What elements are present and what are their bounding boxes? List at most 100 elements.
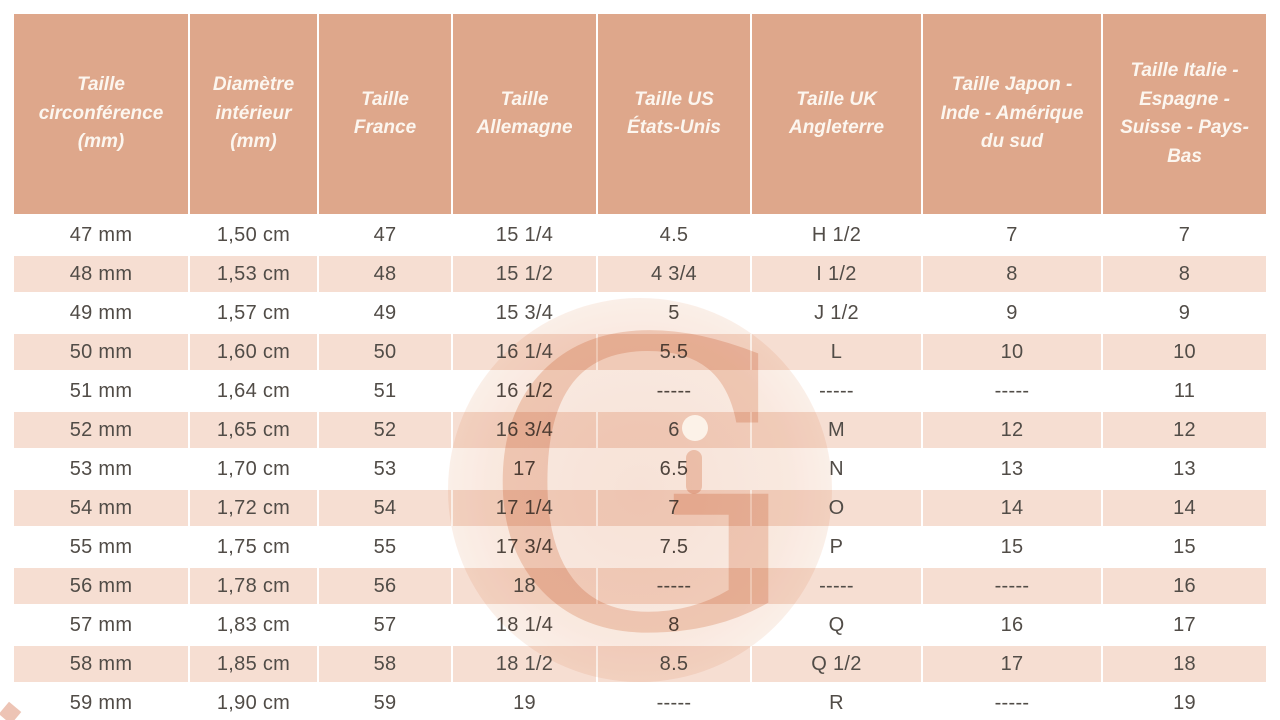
table-cell: ----- bbox=[923, 568, 1101, 604]
table-row: 57 mm 1,83 cm 57 18 1/4 8 Q 16 17 bbox=[14, 607, 1266, 643]
table-cell: Q bbox=[752, 607, 921, 643]
table-cell: 54 mm bbox=[14, 490, 188, 526]
table-cell: 47 mm bbox=[14, 217, 188, 253]
table-cell: I 1/2 bbox=[752, 256, 921, 292]
table-cell: ----- bbox=[598, 685, 750, 720]
table-cell: Q 1/2 bbox=[752, 646, 921, 682]
table-cell: 1,75 cm bbox=[190, 529, 317, 565]
table-cell: 56 bbox=[319, 568, 451, 604]
table-cell: 14 bbox=[1103, 490, 1266, 526]
table-cell: 10 bbox=[1103, 334, 1266, 370]
table-row: 59 mm 1,90 cm 59 19 ----- R ----- 19 bbox=[14, 685, 1266, 720]
table-cell: 19 bbox=[1103, 685, 1266, 720]
table-cell: 16 1/4 bbox=[453, 334, 596, 370]
table-cell: 18 1/4 bbox=[453, 607, 596, 643]
table-cell: 7 bbox=[923, 217, 1101, 253]
column-header-france: Taille France bbox=[319, 14, 451, 214]
table-cell: 1,85 cm bbox=[190, 646, 317, 682]
table-cell: 54 bbox=[319, 490, 451, 526]
table-cell: 13 bbox=[923, 451, 1101, 487]
table-cell: 17 bbox=[1103, 607, 1266, 643]
table-cell: 58 bbox=[319, 646, 451, 682]
table-row: 49 mm 1,57 cm 49 15 3/4 5 J 1/2 9 9 bbox=[14, 295, 1266, 331]
table-row: 54 mm 1,72 cm 54 17 1/4 7 O 14 14 bbox=[14, 490, 1266, 526]
column-header-us: Taille US États-Unis bbox=[598, 14, 750, 214]
table-cell: 1,78 cm bbox=[190, 568, 317, 604]
table-cell: 1,70 cm bbox=[190, 451, 317, 487]
table-cell: 9 bbox=[1103, 295, 1266, 331]
column-header-japan-india: Taille Japon - Inde - Amérique du sud bbox=[923, 14, 1101, 214]
column-header-uk: Taille UK Angleterre bbox=[752, 14, 921, 214]
table-cell: 15 1/4 bbox=[453, 217, 596, 253]
table-cell: 7 bbox=[1103, 217, 1266, 253]
table-cell: 9 bbox=[923, 295, 1101, 331]
table-cell: 5 bbox=[598, 295, 750, 331]
table-cell: 56 mm bbox=[14, 568, 188, 604]
table-cell: 57 bbox=[319, 607, 451, 643]
table-row: 50 mm 1,60 cm 50 16 1/4 5.5 L 10 10 bbox=[14, 334, 1266, 370]
table-cell: 13 bbox=[1103, 451, 1266, 487]
table-cell: 50 bbox=[319, 334, 451, 370]
table-row: 55 mm 1,75 cm 55 17 3/4 7.5 P 15 15 bbox=[14, 529, 1266, 565]
table-row: 58 mm 1,85 cm 58 18 1/2 8.5 Q 1/2 17 18 bbox=[14, 646, 1266, 682]
table-cell: 17 3/4 bbox=[453, 529, 596, 565]
table-cell: 6 bbox=[598, 412, 750, 448]
table-cell: 12 bbox=[923, 412, 1101, 448]
table-cell: 6.5 bbox=[598, 451, 750, 487]
table-cell: 51 bbox=[319, 373, 451, 409]
table-cell: 52 bbox=[319, 412, 451, 448]
table-row: 47 mm 1,50 cm 47 15 1/4 4.5 H 1/2 7 7 bbox=[14, 217, 1266, 253]
table-cell: 57 mm bbox=[14, 607, 188, 643]
table-cell: 53 mm bbox=[14, 451, 188, 487]
table-cell: N bbox=[752, 451, 921, 487]
table-cell: 49 mm bbox=[14, 295, 188, 331]
table-cell: 8 bbox=[1103, 256, 1266, 292]
table-cell: ----- bbox=[752, 568, 921, 604]
table-cell: 53 bbox=[319, 451, 451, 487]
table-cell: 11 bbox=[1103, 373, 1266, 409]
table-cell: 15 bbox=[923, 529, 1101, 565]
table-cell: J 1/2 bbox=[752, 295, 921, 331]
table-cell: O bbox=[752, 490, 921, 526]
table-cell: L bbox=[752, 334, 921, 370]
table-cell: 58 mm bbox=[14, 646, 188, 682]
table-cell: 55 bbox=[319, 529, 451, 565]
table-cell: 15 bbox=[1103, 529, 1266, 565]
table-cell: ----- bbox=[923, 685, 1101, 720]
table-cell: 19 bbox=[453, 685, 596, 720]
table-cell: 18 bbox=[453, 568, 596, 604]
table-header-row: Taille circonférence (mm) Diamètre intér… bbox=[14, 14, 1266, 214]
table-cell: 4.5 bbox=[598, 217, 750, 253]
table-cell: 1,50 cm bbox=[190, 217, 317, 253]
table-cell: ----- bbox=[923, 373, 1101, 409]
table-cell: 55 mm bbox=[14, 529, 188, 565]
column-header-circumference: Taille circonférence (mm) bbox=[14, 14, 188, 214]
table-cell: 1,65 cm bbox=[190, 412, 317, 448]
table-cell: 1,57 cm bbox=[190, 295, 317, 331]
table-row: 53 mm 1,70 cm 53 17 6.5 N 13 13 bbox=[14, 451, 1266, 487]
table-cell: 18 1/2 bbox=[453, 646, 596, 682]
table-cell: 1,83 cm bbox=[190, 607, 317, 643]
table-cell: 1,53 cm bbox=[190, 256, 317, 292]
table-cell: 1,64 cm bbox=[190, 373, 317, 409]
table-cell: 50 mm bbox=[14, 334, 188, 370]
table-row: 52 mm 1,65 cm 52 16 3/4 6 M 12 12 bbox=[14, 412, 1266, 448]
table-cell: 16 1/2 bbox=[453, 373, 596, 409]
table-cell: 12 bbox=[1103, 412, 1266, 448]
table-cell: H 1/2 bbox=[752, 217, 921, 253]
table-cell: 8 bbox=[598, 607, 750, 643]
table-cell: 47 bbox=[319, 217, 451, 253]
table-cell: 51 mm bbox=[14, 373, 188, 409]
table-row: 48 mm 1,53 cm 48 15 1/2 4 3/4 I 1/2 8 8 bbox=[14, 256, 1266, 292]
column-header-italy-spain: Taille Italie - Espagne - Suisse - Pays-… bbox=[1103, 14, 1266, 214]
table-cell: 5.5 bbox=[598, 334, 750, 370]
table-cell: 15 3/4 bbox=[453, 295, 596, 331]
table-cell: M bbox=[752, 412, 921, 448]
table-cell: 48 bbox=[319, 256, 451, 292]
table-cell: 1,90 cm bbox=[190, 685, 317, 720]
table-cell: 52 mm bbox=[14, 412, 188, 448]
table-cell: P bbox=[752, 529, 921, 565]
table-row: 56 mm 1,78 cm 56 18 ----- ----- ----- 16 bbox=[14, 568, 1266, 604]
ring-size-table: Taille circonférence (mm) Diamètre intér… bbox=[12, 11, 1268, 720]
